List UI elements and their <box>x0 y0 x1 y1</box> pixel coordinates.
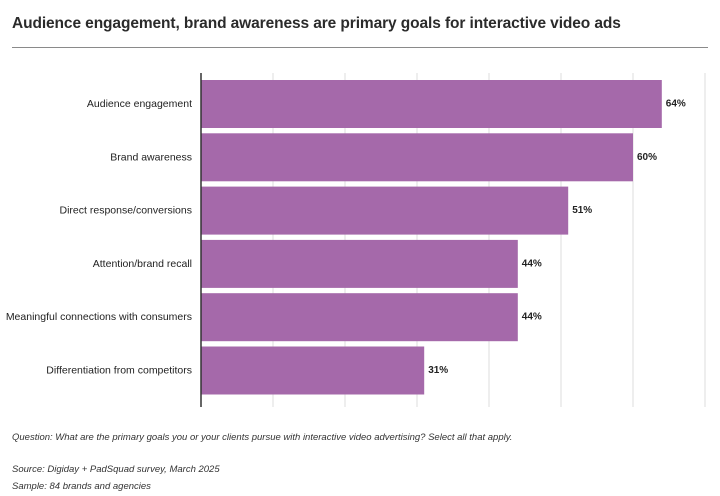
title-divider <box>12 47 708 48</box>
value-label: 31% <box>428 365 448 376</box>
category-label: Differentiation from competitors <box>46 365 192 377</box>
category-label: Attention/brand recall <box>93 258 192 270</box>
category-label: Direct response/conversions <box>60 205 192 217</box>
sample-note: Sample: 84 brands and agencies <box>12 481 151 492</box>
bar <box>201 80 662 128</box>
bar <box>201 346 425 395</box>
value-label: 64% <box>666 99 686 110</box>
category-labels: Audience engagement Brand awareness Direct… <box>6 98 192 377</box>
bar <box>201 133 633 182</box>
bar-chart: Audience engagement Brand awareness Direct… <box>6 73 706 407</box>
category-label: Meaningful connections with consumers <box>6 311 192 323</box>
value-label: 51% <box>572 205 592 216</box>
value-label: 60% <box>637 152 657 163</box>
bar <box>201 239 518 288</box>
value-label: 44% <box>522 258 542 269</box>
category-label: Audience engagement <box>87 98 192 110</box>
bar <box>201 293 518 342</box>
value-label: 44% <box>522 312 542 323</box>
category-label: Brand awareness <box>110 151 192 163</box>
question-note: Question: What are the primary goals you… <box>12 432 513 443</box>
chart-title: Audience engagement, brand awareness are… <box>12 15 621 32</box>
bar <box>201 186 569 235</box>
bars <box>201 80 662 395</box>
source-note: Source: Digiday + PadSquad survey, March… <box>12 464 220 475</box>
value-labels: 64% 60% 51% 44% 44% 31% <box>428 99 686 377</box>
